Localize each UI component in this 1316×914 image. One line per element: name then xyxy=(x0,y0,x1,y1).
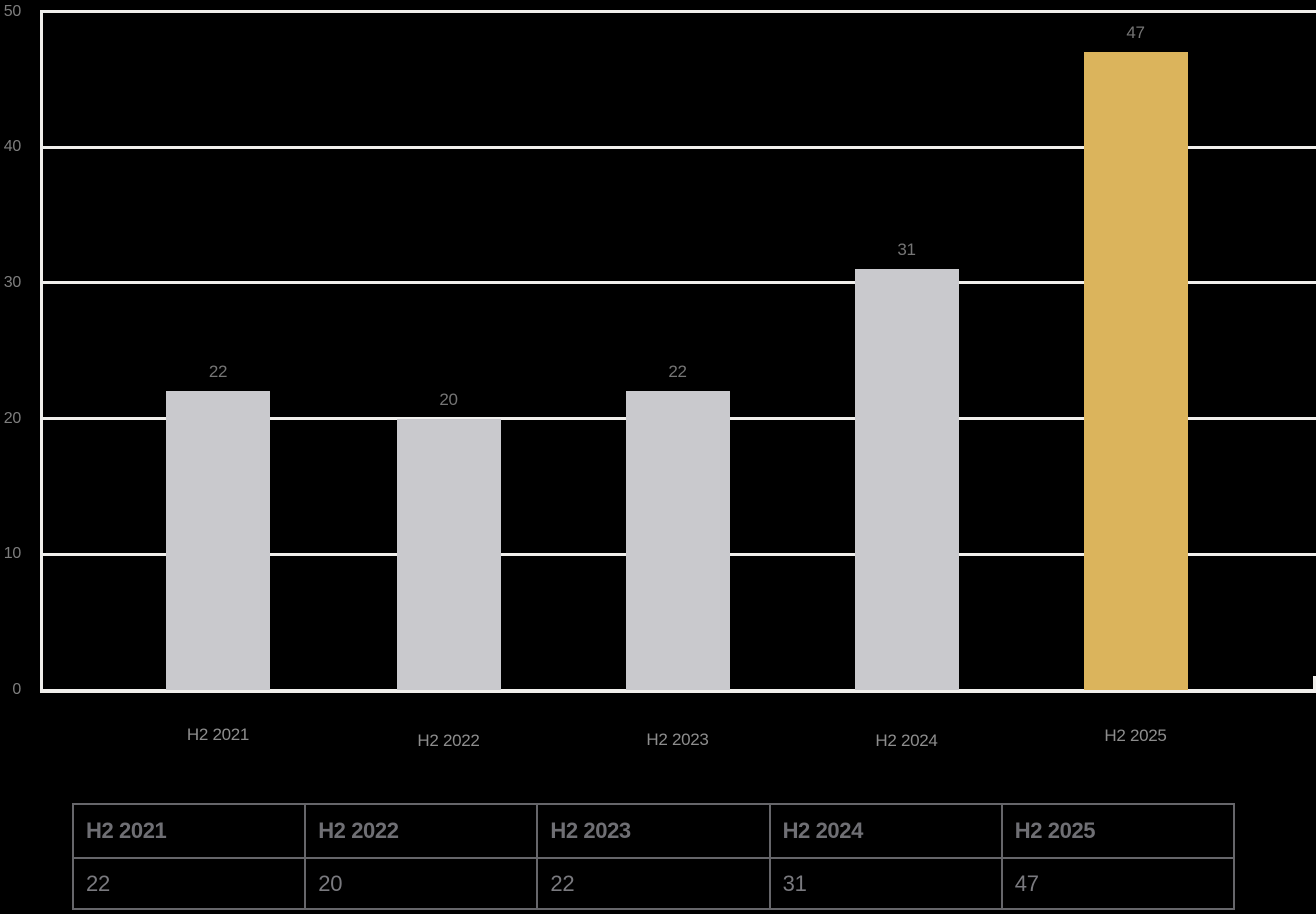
bar-h2-2023[interactable] xyxy=(625,391,730,690)
table-value-cell: 22 xyxy=(71,857,307,910)
bar-value-label: 22 xyxy=(208,362,228,382)
table-header-cell: H2 2023 xyxy=(536,803,771,859)
x-tick-label: H2 2024 xyxy=(875,731,938,750)
table-header-row: H2 2021 H2 2022 H2 2023 H2 2024 H2 2025 xyxy=(71,803,1236,859)
gridline-50 xyxy=(43,10,1316,13)
gridline-30 xyxy=(43,281,1316,285)
table-header-cell: H2 2024 xyxy=(768,803,1003,859)
bar-h2-2021[interactable] xyxy=(166,391,270,690)
y-axis-line xyxy=(40,10,43,693)
bar-h2-2022[interactable] xyxy=(396,418,501,690)
table-header-cell: H2 2022 xyxy=(304,803,539,859)
table-value-row: 22 20 22 31 47 xyxy=(71,857,1236,910)
axis-end-tick xyxy=(1313,676,1316,690)
x-tick-label: H2 2022 xyxy=(417,731,480,750)
table-header-cell: H2 2021 xyxy=(71,803,307,859)
bar-value-label: 47 xyxy=(1126,23,1145,43)
bar-h2-2024[interactable] xyxy=(854,269,959,690)
y-tick-label: 0 xyxy=(12,681,21,698)
bar-value-label: 20 xyxy=(439,389,458,409)
y-tick-label: 40 xyxy=(3,138,22,156)
y-tick-label: 10 xyxy=(3,545,22,563)
table-value-cell: 31 xyxy=(768,857,1003,910)
data-table: H2 2021 H2 2022 H2 2023 H2 2024 H2 2025 22 20… xyxy=(71,803,1236,910)
table-value-cell: 20 xyxy=(304,857,539,910)
table-header-cell: H2 2025 xyxy=(1000,803,1236,859)
x-tick-label: H2 2023 xyxy=(646,730,709,749)
y-tick-label: 20 xyxy=(3,409,22,427)
x-tick-label: H2 2025 xyxy=(1104,725,1167,745)
x-tick-label: H2 2021 xyxy=(186,725,250,744)
table-value-cell: 22 xyxy=(536,857,771,910)
gridline-40 xyxy=(43,145,1316,149)
y-tick-label: 50 xyxy=(3,2,22,20)
bar-value-label: 22 xyxy=(668,362,687,382)
x-axis-line xyxy=(40,689,1316,693)
table-value-cell: 47 xyxy=(1000,857,1236,910)
bar-h2-2025[interactable] xyxy=(1083,52,1188,690)
y-tick-label: 30 xyxy=(3,273,22,291)
bar-value-label: 31 xyxy=(897,240,916,260)
